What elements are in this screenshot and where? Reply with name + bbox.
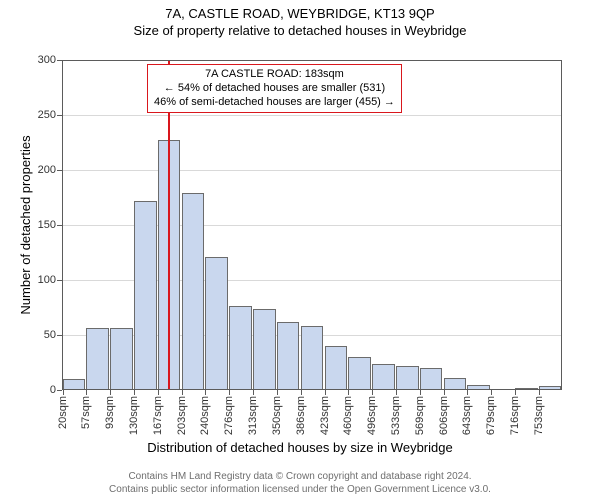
x-tick-label: 20sqm	[57, 396, 69, 429]
x-tick-label: 533sqm	[390, 396, 402, 435]
y-tick-mark	[57, 390, 62, 391]
y-tick-label: 0	[50, 384, 56, 396]
footer-attribution: Contains HM Land Registry data © Crown c…	[0, 471, 600, 496]
x-tick-label: 203sqm	[176, 396, 188, 435]
y-tick-label: 50	[44, 329, 56, 341]
page-subtitle: Size of property relative to detached ho…	[0, 21, 600, 38]
x-axis-title: Distribution of detached houses by size …	[0, 440, 600, 455]
y-axis-title: Number of detached properties	[18, 135, 33, 314]
footer-line-1: Contains HM Land Registry data © Crown c…	[0, 471, 600, 484]
x-tick-label: 643sqm	[461, 396, 473, 435]
x-tick-mark	[158, 390, 159, 395]
x-tick-label: 496sqm	[366, 396, 378, 435]
x-tick-mark	[325, 390, 326, 395]
x-tick-label: 716sqm	[509, 396, 521, 435]
x-tick-label: 679sqm	[485, 396, 497, 435]
x-tick-mark	[539, 390, 540, 395]
x-tick-mark	[229, 390, 230, 395]
x-tick-mark	[205, 390, 206, 395]
x-tick-mark	[372, 390, 373, 395]
histogram-plot: 05010015020025030020sqm57sqm93sqm130sqm1…	[62, 60, 562, 390]
x-tick-mark	[491, 390, 492, 395]
x-tick-label: 569sqm	[414, 396, 426, 435]
y-tick-label: 150	[38, 219, 56, 231]
x-tick-mark	[515, 390, 516, 395]
x-tick-label: 423sqm	[319, 396, 331, 435]
plot-border	[62, 60, 562, 390]
x-tick-mark	[301, 390, 302, 395]
y-tick-label: 100	[38, 274, 56, 286]
x-tick-label: 167sqm	[152, 396, 164, 435]
x-tick-mark	[134, 390, 135, 395]
x-tick-label: 276sqm	[223, 396, 235, 435]
y-tick-label: 300	[38, 54, 56, 66]
x-tick-label: 386sqm	[295, 396, 307, 435]
x-tick-mark	[182, 390, 183, 395]
x-tick-mark	[420, 390, 421, 395]
x-tick-mark	[63, 390, 64, 395]
footer-line-2: Contains public sector information licen…	[0, 484, 600, 497]
x-tick-mark	[396, 390, 397, 395]
x-tick-label: 57sqm	[80, 396, 92, 429]
x-tick-mark	[348, 390, 349, 395]
x-tick-label: 313sqm	[247, 396, 259, 435]
y-tick-label: 250	[38, 109, 56, 121]
x-tick-label: 93sqm	[104, 396, 116, 429]
x-tick-mark	[467, 390, 468, 395]
x-tick-label: 130sqm	[128, 396, 140, 435]
x-tick-label: 606sqm	[438, 396, 450, 435]
y-tick-label: 200	[38, 164, 56, 176]
x-tick-label: 240sqm	[199, 396, 211, 435]
x-tick-label: 460sqm	[342, 396, 354, 435]
x-tick-mark	[110, 390, 111, 395]
x-tick-mark	[253, 390, 254, 395]
x-tick-label: 350sqm	[271, 396, 283, 435]
page-title: 7A, CASTLE ROAD, WEYBRIDGE, KT13 9QP	[0, 0, 600, 21]
x-tick-label: 753sqm	[533, 396, 545, 435]
x-tick-mark	[86, 390, 87, 395]
x-tick-mark	[277, 390, 278, 395]
x-tick-mark	[444, 390, 445, 395]
